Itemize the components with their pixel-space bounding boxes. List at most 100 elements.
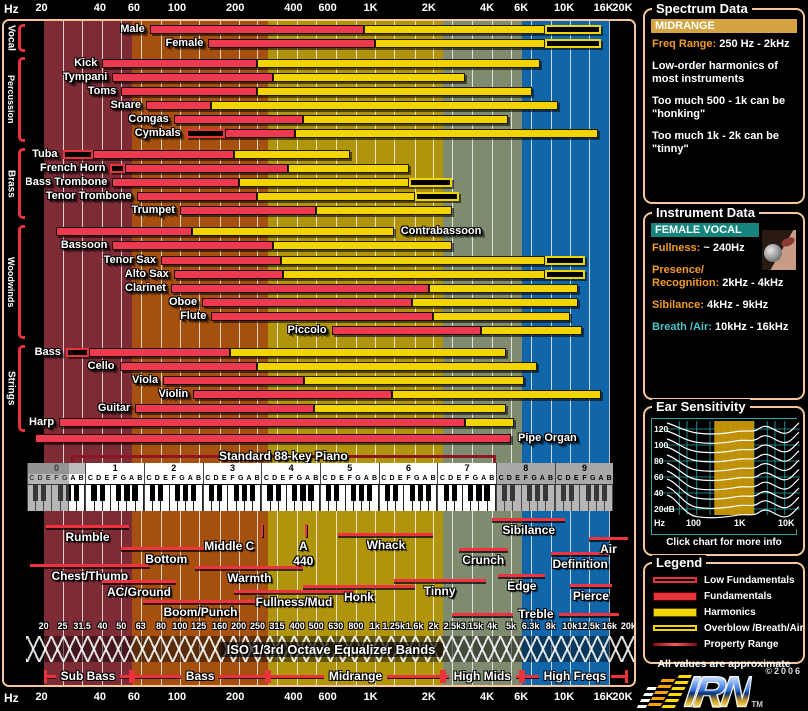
instrument-row-bass-trombone[interactable]: Bass Trombone	[26, 176, 634, 188]
black-key[interactable]	[99, 485, 105, 501]
instrument-row-viola[interactable]: Viola	[26, 374, 634, 386]
instrument-row-clarinet[interactable]: Clarinet	[26, 282, 634, 294]
instrument-row-cymbals[interactable]: Cymbals	[26, 127, 634, 139]
instrument-row-oboe[interactable]: Oboe	[26, 296, 634, 308]
black-key[interactable]	[73, 485, 79, 501]
range-high-mids[interactable]: High Mids	[443, 667, 521, 685]
instrument-row-female[interactable]: Female	[26, 37, 634, 49]
black-key[interactable]	[392, 485, 399, 501]
black-key[interactable]	[183, 485, 189, 501]
instrument-row-bassoon[interactable]: Bassoon	[26, 239, 634, 251]
ear-sensitivity-chart[interactable]: 120 100 80 60 40 20dB Hz 100 1K 10K	[651, 418, 802, 535]
iso-band-2-5k: 2.5k	[443, 621, 462, 631]
instrument-row-tenor-trombone[interactable]: Tenor Trombone	[26, 190, 634, 202]
black-key[interactable]	[476, 485, 482, 501]
black-key[interactable]	[593, 485, 599, 501]
octave-keys[interactable]	[27, 484, 86, 511]
octave-keys[interactable]	[379, 484, 438, 511]
range-midrange[interactable]: Midrange	[268, 667, 443, 685]
octave-keys[interactable]	[86, 484, 144, 511]
black-key[interactable]	[65, 485, 71, 501]
instrument-row-bass[interactable]: Bass	[26, 346, 634, 358]
instrument-row-cello[interactable]: Cello	[26, 360, 634, 372]
instrument-row-violin[interactable]: Violin	[26, 388, 634, 400]
black-key[interactable]	[334, 485, 340, 501]
instrument-row-kick[interactable]: Kick	[26, 57, 634, 69]
octave-keys[interactable]	[555, 484, 614, 511]
black-key[interactable]	[409, 485, 415, 501]
black-key[interactable]	[241, 485, 247, 501]
instrument-row-tuba[interactable]: Tuba	[26, 148, 634, 160]
instrument-row-harp[interactable]: Harp	[26, 416, 634, 428]
instrument-row-alto-sax[interactable]: Alto Sax	[26, 268, 634, 280]
instrument-row-male[interactable]: Male	[26, 23, 634, 35]
black-key[interactable]	[233, 485, 239, 501]
black-key[interactable]	[275, 485, 281, 501]
instrument-row-toms[interactable]: Toms	[26, 85, 634, 97]
black-key[interactable]	[359, 485, 365, 501]
black-key[interactable]	[300, 485, 306, 501]
octave-keys[interactable]	[438, 484, 496, 511]
black-key[interactable]	[443, 485, 449, 501]
black-key[interactable]	[91, 485, 97, 501]
black-key[interactable]	[116, 485, 122, 501]
instrument-row-pipe-organ[interactable]: Pipe Organ	[26, 432, 634, 444]
black-key[interactable]	[350, 485, 357, 501]
black-key[interactable]	[367, 485, 373, 501]
black-key[interactable]	[216, 485, 223, 501]
gridline	[511, 21, 513, 685]
black-key[interactable]	[384, 485, 391, 501]
instrument-row-snare[interactable]: Snare	[26, 99, 634, 111]
black-key[interactable]	[468, 485, 474, 501]
instrument-row-congas[interactable]: Congas	[26, 113, 634, 125]
spectrum-chart[interactable]: Male Female Kick Tympani Toms Snare Congas Cymb…	[26, 21, 634, 685]
equal-loudness-curves[interactable]: 120 100 80 60 40 20dB Hz 100 1K 10K	[652, 419, 802, 529]
octave-keys[interactable]	[144, 484, 203, 511]
range-high-freqs[interactable]: High Freqs	[522, 667, 629, 685]
black-key[interactable]	[132, 485, 138, 501]
black-key[interactable]	[249, 485, 255, 501]
black-key[interactable]	[560, 485, 567, 501]
instrument-row-guitar[interactable]: Guitar	[26, 402, 634, 414]
black-key[interactable]	[601, 485, 607, 501]
instrument-row-tenor-sax[interactable]: Tenor Sax	[26, 254, 634, 266]
black-key[interactable]	[208, 485, 215, 501]
black-key[interactable]	[174, 485, 181, 501]
black-key[interactable]	[535, 485, 541, 501]
octave-keys[interactable]	[320, 484, 379, 511]
black-key[interactable]	[267, 485, 273, 501]
instrument-row-flute[interactable]: Flute	[26, 310, 634, 322]
instrument-row-french-horn[interactable]: French Horn	[26, 162, 634, 174]
octave-keys[interactable]	[203, 484, 262, 511]
black-key[interactable]	[158, 485, 164, 501]
black-key[interactable]	[191, 485, 197, 501]
instrument-row-piccolo[interactable]: Piccolo	[26, 324, 634, 336]
zone-top[interactable]	[609, 21, 634, 685]
black-key[interactable]	[568, 485, 575, 501]
instrument-row-contrabassoon[interactable]: Contrabassoon	[26, 225, 634, 237]
black-key[interactable]	[57, 485, 63, 501]
range-bass[interactable]: Bass	[132, 667, 268, 685]
instrument-row-tympani[interactable]: Tympani	[26, 71, 634, 83]
black-key[interactable]	[543, 485, 549, 501]
black-key[interactable]	[451, 485, 457, 501]
black-key[interactable]	[292, 485, 298, 501]
instrument-row-trumpet[interactable]: Trumpet	[26, 204, 634, 216]
black-key[interactable]	[510, 485, 516, 501]
black-key[interactable]	[526, 485, 533, 501]
black-key[interactable]	[150, 485, 156, 501]
range-sub-bass[interactable]: Sub Bass	[44, 667, 133, 685]
black-key[interactable]	[40, 485, 47, 501]
octave-keys[interactable]	[496, 484, 555, 511]
black-key[interactable]	[326, 485, 332, 501]
black-key[interactable]	[502, 485, 508, 501]
black-key[interactable]	[425, 485, 431, 501]
black-key[interactable]	[585, 485, 591, 501]
black-key[interactable]	[124, 485, 130, 501]
black-key[interactable]	[417, 485, 423, 501]
descriptor-label: Edge	[507, 579, 537, 593]
black-key[interactable]	[484, 485, 490, 501]
black-key[interactable]	[308, 485, 314, 501]
octave-keys[interactable]	[262, 484, 320, 511]
black-key[interactable]	[32, 485, 38, 501]
